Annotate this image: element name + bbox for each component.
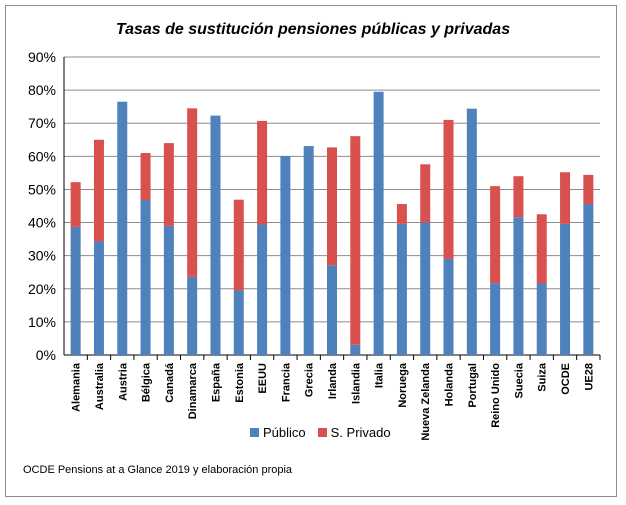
bar-publico: [303, 146, 314, 355]
bar-publico: [187, 276, 198, 355]
x-tick-label: Dinamarca: [187, 362, 199, 419]
y-tick-label: 60%: [28, 148, 56, 164]
x-tick-label: Islandia: [350, 362, 362, 404]
legend-label-privado: S. Privado: [330, 425, 391, 440]
x-tick-label: Portugal: [467, 363, 479, 408]
bar-publico: [583, 204, 594, 355]
bar-privado: [560, 172, 571, 224]
bar-privado: [163, 143, 174, 226]
x-tick-label: Canadá: [164, 362, 176, 403]
bar-publico: [373, 91, 384, 356]
bar-privado: [233, 199, 244, 291]
legend-swatch-privado: [317, 428, 327, 437]
bar-publico: [210, 115, 221, 356]
y-tick-label: 20%: [28, 281, 56, 297]
bar-publico: [350, 344, 361, 355]
x-tick-label: UE28: [583, 363, 595, 391]
x-tick-label: Austria: [117, 362, 129, 401]
y-tick-label: 0%: [36, 347, 56, 363]
x-tick-label: Suecia: [513, 362, 525, 398]
x-tick-label: Alemania: [71, 362, 83, 412]
bar-privado: [350, 136, 361, 345]
x-tick-label: Francia: [280, 362, 292, 402]
y-tick-label: 90%: [28, 49, 56, 65]
x-tick-label: España: [210, 362, 222, 402]
x-tick-label: Italia: [374, 362, 386, 388]
bar-publico: [117, 101, 128, 355]
x-tick-label: Irlanda: [327, 362, 339, 399]
y-tick-label: 70%: [28, 115, 56, 131]
bar-privado: [70, 182, 81, 227]
bar-publico: [443, 258, 454, 355]
bar-publico: [396, 223, 407, 355]
x-tick-label: Suiza: [537, 362, 549, 392]
legend-swatch-publico: [250, 428, 259, 437]
bar-privado: [140, 153, 151, 201]
legend: Público S. Privado: [250, 425, 403, 440]
legend-label-publico: Público: [263, 425, 306, 440]
bar-publico: [140, 200, 151, 355]
y-tick-label: 50%: [28, 181, 56, 197]
legend-item-privado: S. Privado: [317, 425, 391, 440]
bar-privado: [420, 164, 431, 223]
bar-publico: [420, 222, 431, 355]
x-tick-label: Bélgica: [141, 362, 153, 402]
y-tick-label: 80%: [28, 82, 56, 98]
bar-privado: [93, 139, 104, 242]
bar-privado: [513, 176, 524, 218]
bar-publico: [327, 265, 337, 355]
x-tick-label: EEUU: [257, 363, 269, 394]
bar-privado: [583, 174, 594, 205]
bar-publico: [233, 290, 244, 355]
bar-publico: [536, 283, 547, 355]
legend-item-publico: Público: [250, 425, 306, 440]
bar-privado: [396, 204, 407, 224]
x-tick-label: Noruega: [397, 362, 409, 408]
x-tick-label: OCDE: [560, 363, 572, 395]
bar-publico: [560, 223, 571, 355]
bar-publico: [280, 156, 291, 355]
bar-publico: [257, 224, 268, 355]
bar-publico: [70, 226, 81, 355]
bar-publico: [466, 108, 477, 355]
bar-privado: [327, 147, 337, 266]
bar-privado: [443, 119, 454, 259]
bar-publico: [163, 225, 174, 355]
y-tick-label: 40%: [28, 215, 56, 231]
y-tick-label: 30%: [28, 248, 56, 264]
y-tick-label: 10%: [28, 314, 56, 330]
chart-title: Tasas de sustitución pensiones públicas …: [115, 21, 511, 38]
x-tick-label: Estonia: [234, 362, 246, 403]
bar-privado: [257, 120, 268, 225]
x-tick-label: Reino Unido: [490, 363, 502, 428]
x-tick-label: Australia: [94, 362, 106, 410]
bar-privado: [187, 108, 198, 277]
bar-publico: [513, 217, 524, 355]
x-tick-label: Grecia: [304, 362, 316, 397]
x-tick-label: Nueva Zelanda: [420, 362, 432, 441]
bar-publico: [93, 241, 104, 355]
bar-publico: [490, 283, 501, 355]
x-tick-label: Holanda: [444, 362, 456, 406]
bar-privado: [490, 186, 501, 284]
source-note: OCDE Pensions at a Glance 2019 y elabora…: [23, 464, 293, 476]
bar-privado: [536, 214, 547, 284]
